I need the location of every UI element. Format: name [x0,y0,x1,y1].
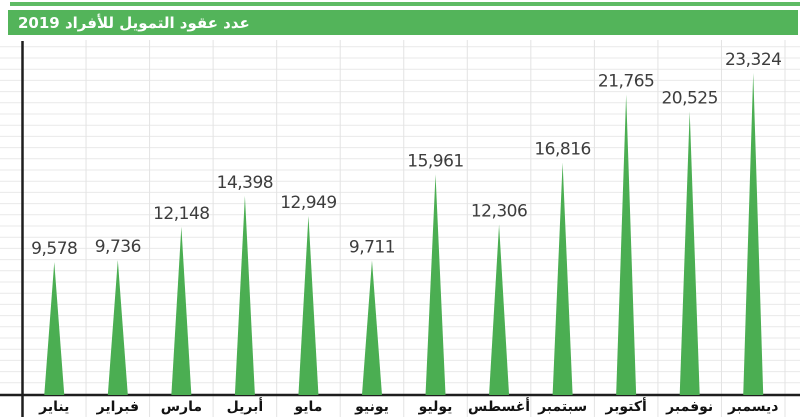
month-label-8: أغسطس [468,397,530,415]
data-spike-5 [298,215,319,395]
data-spike-4 [234,195,255,395]
value-label-6: 9,711 [349,237,395,257]
value-label-5: 12,949 [280,193,336,213]
data-spike-8 [489,224,510,395]
value-label-8: 12,306 [471,202,527,222]
data-spike-11 [679,111,700,395]
chart-title: عدد عقود التمويل للأفراد 2019 [18,13,250,32]
data-spike-12 [743,73,764,395]
value-label-7: 15,961 [407,151,463,171]
month-label-10: أكتوبر [604,397,646,415]
value-label-1: 9,578 [31,239,77,259]
chart-title-bar: عدد عقود التمويل للأفراد 2019 [8,10,798,35]
top-accent-strip [10,2,800,6]
month-label-2: فبراير [96,399,139,415]
month-label-3: مارس [161,399,202,415]
value-label-10: 21,765 [598,71,654,91]
month-label-12: ديسمبر [727,399,779,415]
value-label-4: 14,398 [217,173,273,193]
month-label-9: سبتمبر [537,399,587,415]
month-label-5: مايو [293,399,322,415]
month-label-11: نوفمبر [665,399,713,415]
month-label-7: يوليو [418,399,453,415]
data-spike-2 [107,260,128,395]
data-spike-3 [171,226,192,395]
month-label-6: يونيو [354,399,389,415]
data-spike-10 [616,94,637,396]
month-label-1: يناير [38,399,69,415]
data-spike-9 [552,162,573,395]
value-label-3: 12,148 [153,204,209,224]
data-spike-1 [44,262,65,395]
month-label-4: أبريل [227,397,264,415]
value-label-9: 16,816 [534,140,590,160]
data-spike-6 [361,260,382,395]
value-label-2: 9,736 [95,237,141,257]
value-label-11: 20,525 [661,89,717,109]
data-spike-7 [425,174,446,395]
value-label-12: 23,324 [725,50,781,70]
